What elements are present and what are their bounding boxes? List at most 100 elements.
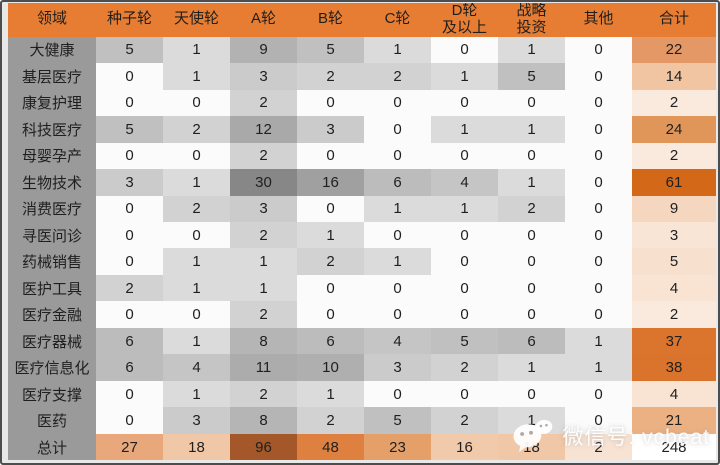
- value-cell: 1: [163, 380, 230, 408]
- value-cell: 0: [96, 407, 163, 434]
- row-label: 医疗金融: [8, 301, 96, 328]
- value-cell: 10: [297, 354, 364, 381]
- row-label: 医疗信息化: [8, 354, 96, 381]
- value-cell: 0: [565, 301, 632, 328]
- value-cell: 0: [565, 169, 632, 196]
- row-total-cell: 38: [632, 354, 716, 381]
- value-cell: 0: [96, 89, 163, 117]
- value-cell: 0: [431, 301, 498, 328]
- value-cell: 9: [230, 36, 297, 64]
- footer-label: 总计: [8, 434, 96, 460]
- header-cell: 天使轮: [163, 3, 230, 37]
- value-cell: 0: [431, 274, 498, 302]
- value-cell: 0: [565, 248, 632, 275]
- value-cell: 0: [498, 142, 565, 170]
- value-cell: 1: [498, 407, 565, 434]
- row-total-cell: 3: [632, 221, 716, 249]
- value-cell: 3: [297, 116, 364, 143]
- value-cell: 0: [498, 248, 565, 275]
- table-row: 医药 0 3 8 2 5 2 1 0 21: [8, 407, 716, 434]
- value-cell: 0: [565, 36, 632, 64]
- value-cell: 5: [431, 327, 498, 355]
- value-cell: 5: [96, 36, 163, 64]
- value-cell: 0: [364, 301, 431, 328]
- value-cell: 1: [565, 354, 632, 381]
- value-cell: 5: [364, 407, 431, 434]
- value-cell: 1: [565, 327, 632, 355]
- header-cell: D轮 及以上: [431, 3, 498, 37]
- value-cell: 0: [96, 142, 163, 170]
- footer-total-cell: 18: [498, 434, 565, 460]
- value-cell: 0: [498, 380, 565, 408]
- value-cell: 0: [297, 274, 364, 302]
- value-cell: 0: [163, 89, 230, 117]
- value-cell: 5: [297, 36, 364, 64]
- value-cell: 6: [96, 354, 163, 381]
- table-row: 药械销售 0 1 1 2 1 0 0 0 5: [8, 248, 716, 275]
- row-total-cell: 14: [632, 63, 716, 90]
- value-cell: 0: [565, 195, 632, 222]
- value-cell: 0: [498, 221, 565, 249]
- value-cell: 0: [565, 142, 632, 170]
- value-cell: 2: [230, 380, 297, 408]
- value-cell: 1: [364, 36, 431, 64]
- value-cell: 6: [498, 327, 565, 355]
- value-cell: 0: [565, 116, 632, 143]
- table-row: 医疗金融 0 0 2 0 0 0 0 0 2: [8, 301, 716, 328]
- value-cell: 1: [163, 327, 230, 355]
- value-cell: 1: [163, 63, 230, 90]
- value-cell: 2: [96, 274, 163, 302]
- row-label: 医护工具: [8, 274, 96, 302]
- value-cell: 0: [297, 195, 364, 222]
- value-cell: 2: [297, 248, 364, 275]
- value-cell: 0: [297, 89, 364, 117]
- value-cell: 0: [431, 89, 498, 117]
- value-cell: 1: [498, 169, 565, 196]
- value-cell: 2: [230, 142, 297, 170]
- value-cell: 2: [431, 354, 498, 381]
- row-label: 药械销售: [8, 248, 96, 275]
- value-cell: 3: [230, 195, 297, 222]
- header-row: 领域 种子轮 天使轮 A轮 B轮 C轮 D轮 及以上 战略 投资 其他 合计: [8, 3, 716, 37]
- value-cell: 0: [297, 142, 364, 170]
- row-label: 基层医疗: [8, 63, 96, 90]
- value-cell: 0: [364, 274, 431, 302]
- value-cell: 1: [297, 380, 364, 408]
- value-cell: 2: [163, 195, 230, 222]
- value-cell: 6: [297, 327, 364, 355]
- value-cell: 2: [163, 116, 230, 143]
- table-row: 寻医问诊 0 0 2 1 0 0 0 0 3: [8, 221, 716, 249]
- row-total-cell: 2: [632, 89, 716, 117]
- row-total-cell: 21: [632, 407, 716, 434]
- row-label: 母婴孕产: [8, 142, 96, 170]
- value-cell: 6: [96, 327, 163, 355]
- value-cell: 4: [431, 169, 498, 196]
- value-cell: 0: [431, 221, 498, 249]
- value-cell: 5: [498, 63, 565, 90]
- value-cell: 0: [96, 248, 163, 275]
- value-cell: 6: [364, 169, 431, 196]
- value-cell: 1: [297, 221, 364, 249]
- header-cell: A轮: [230, 3, 297, 37]
- table-row: 康复护理 0 0 2 0 0 0 0 0 2: [8, 89, 716, 117]
- value-cell: 2: [297, 407, 364, 434]
- row-total-cell: 4: [632, 274, 716, 302]
- value-cell: 1: [230, 248, 297, 275]
- value-cell: 16: [297, 169, 364, 196]
- value-cell: 0: [565, 63, 632, 90]
- value-cell: 1: [498, 36, 565, 64]
- value-cell: 0: [431, 248, 498, 275]
- value-cell: 1: [498, 354, 565, 381]
- value-cell: 0: [96, 195, 163, 222]
- header-cell: 战略 投资: [498, 3, 565, 37]
- row-total-cell: 2: [632, 142, 716, 170]
- table-row: 医疗支撑 0 1 2 1 0 0 0 0 4: [8, 380, 716, 408]
- value-cell: 4: [163, 354, 230, 381]
- footer-total-cell: 2: [565, 434, 632, 460]
- row-total-cell: 5: [632, 248, 716, 275]
- row-total-cell: 24: [632, 116, 716, 143]
- value-cell: 1: [431, 63, 498, 90]
- value-cell: 2: [230, 301, 297, 328]
- value-cell: 8: [230, 327, 297, 355]
